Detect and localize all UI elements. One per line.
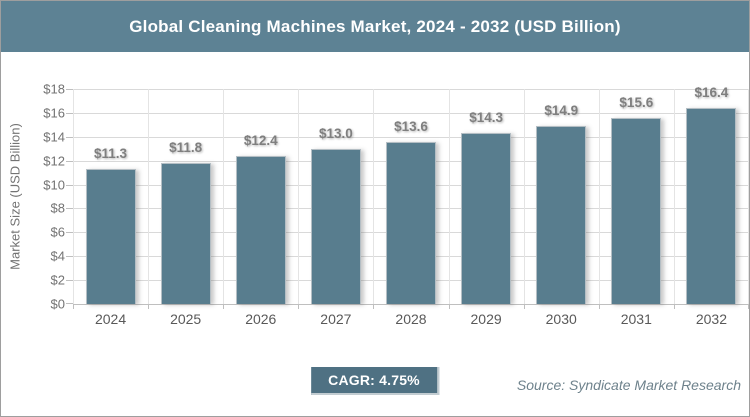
y-axis-tick: [66, 160, 73, 162]
gridline-vertical: [373, 89, 374, 304]
chart-title: Global Cleaning Machines Market, 2024 - …: [129, 16, 621, 36]
y-axis-tick-label: $10: [43, 177, 65, 193]
bar-value-label: $12.4: [243, 132, 278, 148]
y-axis-tick: [66, 136, 73, 138]
gridline-vertical: [298, 89, 299, 304]
x-axis-tick: [674, 304, 675, 309]
bar-2031: [611, 117, 662, 304]
y-axis-tick-label: $14: [43, 129, 65, 145]
x-axis-label: 2025: [170, 311, 202, 327]
y-axis-tick: [66, 303, 73, 304]
y-axis-tick-label: $6: [50, 224, 65, 240]
y-axis-tick-labels: $0 $2 $4 $6 $8 $10 $12 $14 $16 $18: [1, 82, 65, 312]
y-axis-tick: [66, 232, 73, 234]
bar-2032: [686, 108, 737, 304]
source-note: Source: Syndicate Market Research: [516, 377, 741, 393]
y-axis-tick-label: $0: [50, 296, 65, 312]
bar-2030: [536, 126, 587, 304]
bar-value-label: $14.9: [544, 103, 579, 119]
gridline-vertical: [148, 89, 149, 304]
y-axis-tick-label: $2: [50, 272, 65, 288]
gridline-vertical: [73, 89, 74, 304]
y-axis-tick: [66, 89, 73, 90]
chart-footer: CAGR: 4.75% Source: Syndicate Market Res…: [1, 365, 749, 399]
x-axis-tick: [298, 304, 299, 309]
x-axis-label: 2029: [470, 311, 502, 327]
y-axis-tick: [66, 112, 73, 114]
y-axis-tick-label: $12: [43, 153, 65, 169]
x-axis-tick: [73, 304, 74, 309]
x-axis-tick: [748, 304, 749, 309]
bar-value-label: $13.6: [394, 118, 428, 134]
y-axis-tick-label: $8: [50, 200, 65, 216]
chart-title-bar: Global Cleaning Machines Market, 2024 - …: [1, 1, 749, 52]
x-axis-tick: [148, 304, 149, 309]
gridline-vertical: [748, 89, 749, 304]
x-axis-label: 2030: [545, 311, 577, 327]
bar-2024: [85, 169, 136, 304]
gridline-vertical: [524, 89, 525, 304]
y-axis-tick-label: $4: [50, 248, 65, 264]
plot-area: $11.3 $11.8 $12.4 $13.0 $13.6 $14.3 $14.9 $15.6…: [66, 85, 749, 309]
x-axis-labels: 2024 2025 2026 2027 2028 2029 2030 2031 2032: [73, 311, 749, 331]
x-axis-line: [73, 304, 749, 305]
bar-2027: [310, 148, 361, 304]
y-axis-tick: [66, 184, 73, 186]
x-axis-label: 2024: [94, 311, 127, 327]
bar-value-label: $15.6: [619, 94, 654, 110]
bar-2026: [235, 155, 286, 304]
gridline-vertical: [599, 89, 600, 304]
gridline-horizontal: [73, 89, 749, 90]
bar-value-label: $11.3: [94, 146, 128, 162]
gridline-vertical: [449, 89, 450, 304]
x-axis-label: 2026: [245, 311, 277, 327]
x-axis-label: 2032: [695, 311, 727, 327]
x-axis-tick: [373, 304, 374, 309]
x-axis-tick: [524, 304, 525, 309]
x-axis-tick: [449, 304, 450, 309]
y-axis-tick: [66, 256, 73, 258]
x-axis-label: 2027: [320, 311, 352, 327]
bar-value-label: $13.0: [318, 125, 353, 141]
y-axis-tick-label: $16: [43, 105, 65, 121]
bar-value-label: $16.4: [694, 85, 729, 101]
bar-value-label: $11.8: [169, 140, 203, 156]
gridline-horizontal: [73, 136, 749, 138]
bar-2028: [386, 141, 436, 304]
bar-2029: [461, 133, 512, 304]
x-axis-tick: [223, 304, 224, 309]
cagr-badge: CAGR: 4.75%: [311, 367, 439, 395]
y-axis-tick-label: $18: [43, 81, 65, 97]
x-axis-tick: [599, 304, 600, 309]
bar-value-label: $14.3: [469, 110, 503, 126]
x-axis-label: 2031: [620, 311, 652, 327]
gridline-horizontal: [73, 112, 749, 114]
gridline-vertical: [223, 89, 224, 304]
y-axis-tick: [66, 280, 73, 282]
y-axis-tick: [66, 208, 73, 210]
gridline-vertical: [674, 89, 675, 304]
bar-2025: [160, 163, 211, 304]
x-axis-label: 2028: [395, 311, 427, 327]
